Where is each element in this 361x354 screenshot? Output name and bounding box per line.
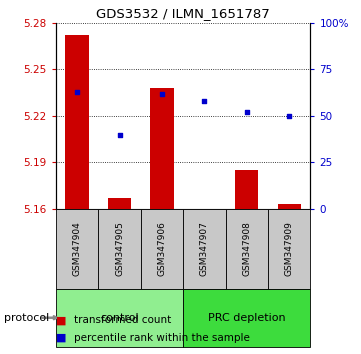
- Text: GSM347908: GSM347908: [242, 221, 251, 276]
- Bar: [183, 209, 226, 289]
- Point: [201, 98, 207, 104]
- Text: GSM347904: GSM347904: [73, 221, 82, 276]
- Bar: [108, 198, 131, 209]
- Bar: [98, 209, 141, 289]
- Bar: [56, 209, 98, 289]
- Bar: [278, 204, 301, 209]
- Bar: [65, 35, 89, 209]
- Text: control: control: [100, 313, 139, 323]
- Bar: [183, 289, 310, 347]
- Bar: [150, 88, 174, 209]
- Text: transformed count: transformed count: [74, 315, 171, 325]
- Bar: [235, 170, 258, 209]
- Bar: [268, 209, 310, 289]
- Text: GSM347907: GSM347907: [200, 221, 209, 276]
- Text: ■: ■: [56, 315, 67, 325]
- Text: PRC depletion: PRC depletion: [208, 313, 286, 323]
- Point: [159, 91, 165, 96]
- Text: protocol: protocol: [4, 313, 49, 323]
- Text: GSM347905: GSM347905: [115, 221, 124, 276]
- Title: GDS3532 / ILMN_1651787: GDS3532 / ILMN_1651787: [96, 7, 270, 21]
- Point: [117, 132, 122, 137]
- Bar: [226, 209, 268, 289]
- Point: [286, 113, 292, 119]
- Point: [74, 89, 80, 95]
- Bar: [56, 289, 183, 347]
- Text: GSM347909: GSM347909: [285, 221, 294, 276]
- Bar: [141, 209, 183, 289]
- Text: GSM347906: GSM347906: [157, 221, 166, 276]
- Text: ■: ■: [56, 333, 67, 343]
- Point: [244, 109, 250, 115]
- Text: percentile rank within the sample: percentile rank within the sample: [74, 333, 250, 343]
